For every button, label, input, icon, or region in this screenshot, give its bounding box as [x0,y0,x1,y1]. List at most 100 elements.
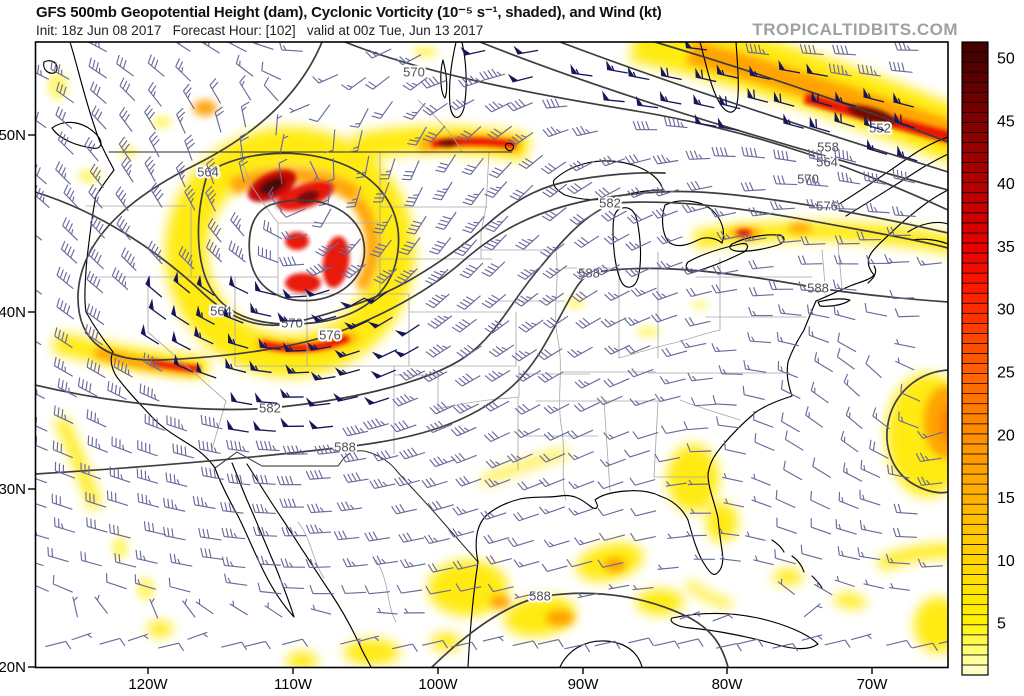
wind-barb [629,398,656,407]
wind-barb [917,558,943,568]
wind-barb [369,239,392,258]
wind-barb [513,45,539,55]
wind-barb [834,235,860,245]
wind-barb [310,371,336,381]
contour-576 [77,42,948,361]
wind-barb [394,324,420,337]
wind-barb [747,87,769,103]
wind-barb [718,365,743,375]
map-title: GFS 500mb Geopotential Height (dam), Cyc… [36,4,662,21]
wind-barb [798,281,823,292]
wind-barb [677,638,704,647]
wind-barb [857,547,881,561]
vorticity-blob [480,447,570,487]
wind-barb [118,136,132,162]
vorticity-blob [788,223,812,233]
wind-barb [866,139,888,155]
wind-barb [168,577,191,593]
wind-barb [632,120,658,131]
wind-barb [175,161,187,188]
wind-barb [571,125,598,137]
wind-barb [484,181,508,199]
wind-barb [484,431,511,443]
wind-barb [810,518,832,535]
vorticity-shading-layer [48,42,948,668]
wind-barb [804,175,829,187]
wind-barb [420,76,447,89]
wind-barb [566,181,593,195]
wind-barb [543,539,570,548]
wind-barb [280,558,305,568]
wind-barb [280,417,304,428]
wind-barb [289,103,310,114]
wind-barb [226,419,249,433]
wind-barb [182,598,196,618]
wind-barb [35,436,48,451]
wind-barb [894,308,920,318]
wind-barb [221,527,246,540]
wind-barb [279,134,289,155]
wind-barb [625,240,652,251]
wind-barb [594,264,620,276]
wind-barb [712,613,734,622]
wind-barb [454,373,481,387]
wind-barb [278,158,288,185]
wind-barb [828,63,852,77]
wind-barb [518,154,544,170]
colorbar-cell [961,222,989,234]
vorticity-blob [636,327,660,337]
colorbar-cell [961,664,989,676]
wind-barb [538,477,565,488]
wind-barb [305,397,331,407]
wind-barb [348,130,363,153]
wind-barb [681,203,708,214]
colorbar-tick-label: 20 [997,427,1015,444]
contour-inner-closed-low [248,199,366,302]
vorticity-blob [438,139,458,147]
colorbar-cell [961,554,989,565]
wind-barb [148,131,160,158]
wind-barb [797,255,823,265]
wind-barb [712,395,737,406]
wind-barb [35,64,50,80]
wind-barb [843,373,861,397]
vorticity-blob [193,100,217,116]
wind-barb [363,396,390,406]
vorticity-blob [565,298,585,308]
wind-barb [740,232,767,242]
wind-barb [599,155,626,167]
wind-barb [196,361,217,379]
wind-barb [35,562,44,567]
vorticity-blob [137,577,155,601]
colorbar-cell [961,483,989,495]
wind-barb [325,158,335,183]
wind-barb [257,246,279,263]
wind-barb [652,185,679,197]
wind-barb [258,337,281,350]
geography-layer [43,42,948,668]
wind-barb [577,592,599,599]
wind-barb [772,642,799,652]
vorticity-blob [706,502,738,542]
lake-huron [661,200,725,247]
wind-barb [52,440,73,459]
wind-barb [60,240,78,264]
wind-barb [716,643,742,652]
wind-barb [227,332,249,349]
colorbar-cell [961,544,989,555]
vorticity-blob [286,652,318,668]
vorticity-pale-spots [48,46,708,601]
wind-barb [372,555,398,566]
wind-barb [773,91,795,107]
wind-barb [399,367,426,381]
wind-barb [390,420,417,433]
colorbar-cell [961,91,989,103]
vorticity-blob [285,232,309,250]
wind-barb [814,351,834,373]
wind-barb [86,409,107,428]
wind-barb [308,104,331,123]
wind-barb [250,302,272,317]
vorticity-blob [773,569,803,585]
contour-564-east [479,42,948,191]
colorbar-tick-label: 25 [997,365,1015,382]
